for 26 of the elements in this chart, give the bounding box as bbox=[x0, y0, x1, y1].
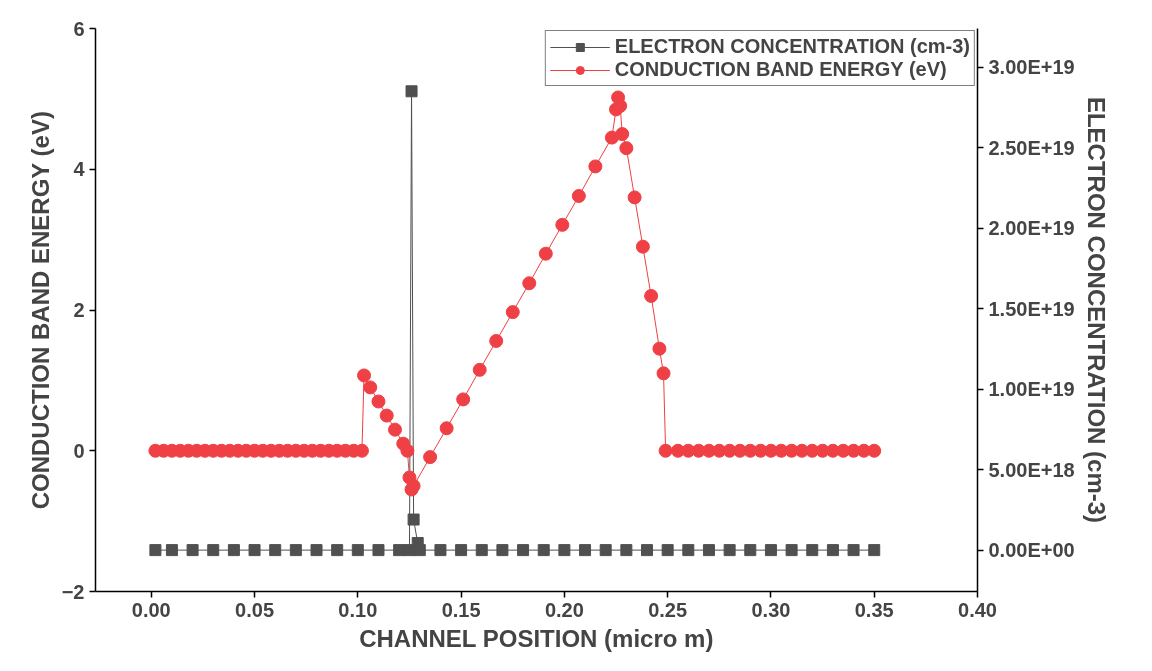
x-tick-label: 0.40 bbox=[958, 598, 997, 621]
legend-label: ELECTRON CONCENTRATION (cm-3) bbox=[614, 35, 970, 58]
y2-tick-label: 2.50E+19 bbox=[988, 136, 1075, 159]
x-tick-label: 0.20 bbox=[544, 598, 584, 621]
y-axis-title: CONDUCTION BAND ENERGY (eV) bbox=[26, 111, 54, 510]
y2-axis-title: ELECTRON CONCENTRATION (cm-3) bbox=[1082, 96, 1110, 524]
x-tick-label: 0.05 bbox=[235, 598, 275, 621]
y-tick-label: 2 bbox=[73, 299, 85, 321]
y-tick-label: 4 bbox=[73, 158, 86, 181]
y-tick-label: −2 bbox=[61, 580, 85, 603]
y2-tick-label: 3.00E+19 bbox=[988, 56, 1075, 79]
y-tick-label: 0 bbox=[73, 439, 85, 462]
x-tick-label: 0.10 bbox=[338, 598, 378, 621]
y-tick-label: 6 bbox=[73, 17, 85, 40]
x-axis-title: CHANNEL POSITION (micro m) bbox=[359, 624, 714, 652]
y2-tick-label: 2.00E+19 bbox=[988, 217, 1075, 240]
y2-tick-label: 5.00E+18 bbox=[988, 458, 1075, 481]
y2-tick-label: 0.00E+00 bbox=[988, 539, 1075, 562]
x-tick-label: 0.30 bbox=[751, 598, 791, 621]
y2-tick-label: 1.50E+19 bbox=[988, 297, 1075, 320]
x-tick-label: 0.25 bbox=[648, 598, 688, 621]
x-tick-label: 0.35 bbox=[854, 598, 894, 621]
x-tick-label: 0.00 bbox=[131, 598, 171, 621]
x-tick-label: 0.15 bbox=[441, 598, 481, 621]
legend-label: CONDUCTION BAND ENERGY (eV) bbox=[614, 58, 947, 81]
y2-tick-label: 1.00E+19 bbox=[988, 378, 1075, 401]
